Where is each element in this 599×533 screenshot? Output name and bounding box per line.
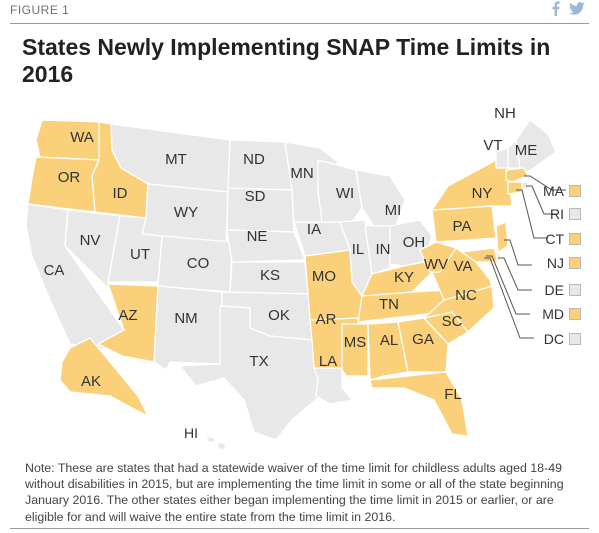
state-label-or: OR <box>58 169 81 186</box>
state-label-ca: CA <box>44 262 65 279</box>
legend-label: RI <box>550 206 564 222</box>
state-label-ok: OK <box>268 307 290 324</box>
state-label-id: ID <box>113 185 128 202</box>
state-label-ak: AK <box>81 373 101 390</box>
legend-label: CT <box>545 231 564 247</box>
leader-line-ct <box>516 189 548 239</box>
state-label-ne: NE <box>247 228 268 245</box>
state-fl <box>369 371 469 437</box>
legend-label: MA <box>543 183 564 199</box>
state-label-wa: WA <box>70 129 94 146</box>
legend-label: DC <box>543 331 564 347</box>
legend-label: DE <box>544 282 564 298</box>
state-label-sd: SD <box>245 188 266 205</box>
state-ct <box>507 181 523 195</box>
top-divider <box>10 23 589 24</box>
state-label-co: CO <box>187 255 210 272</box>
state-label-ms: MS <box>344 334 367 351</box>
state-al <box>367 321 409 381</box>
state-ga <box>397 317 449 373</box>
state-label-ga: GA <box>412 331 434 348</box>
leader-line-dc <box>484 257 534 339</box>
state-label-va: VA <box>454 258 473 275</box>
state-wv <box>419 241 457 273</box>
page-title: States Newly Implementing SNAP Time Limi… <box>22 34 551 87</box>
facebook-icon[interactable] <box>551 1 560 16</box>
state-label-nv: NV <box>80 232 101 249</box>
legend-label: MD <box>542 306 564 322</box>
state-label-fl: FL <box>444 386 462 403</box>
state-label-vt: VT <box>483 137 502 154</box>
state-label-sc: SC <box>442 313 463 330</box>
state-nm <box>153 285 223 371</box>
legend-swatch <box>569 185 581 197</box>
legend-swatch <box>569 208 581 220</box>
state-label-nh: NH <box>494 105 516 122</box>
legend-swatch <box>569 233 581 245</box>
state-label-il: IL <box>352 241 365 258</box>
state-label-nd: ND <box>243 151 265 168</box>
state-hi <box>205 435 227 451</box>
legend-item-dc: DC <box>544 331 581 347</box>
state-label-mo: MO <box>312 268 336 285</box>
legend-item-ct: CT <box>545 231 581 247</box>
share-icons <box>551 1 585 16</box>
state-label-hi: HI <box>184 425 198 441</box>
legend-label: NJ <box>546 255 564 271</box>
state-label-al: AL <box>380 332 398 349</box>
footnote: Note: These are states that had a statew… <box>25 461 564 524</box>
state-in <box>364 225 391 275</box>
state-ma <box>505 167 529 183</box>
state-label-me: ME <box>515 142 538 159</box>
state-label-tn: TN <box>379 296 399 313</box>
legend-item-de: DE <box>545 282 581 298</box>
state-label-wv: WV <box>424 256 448 273</box>
state-label-pa: PA <box>453 218 472 235</box>
state-label-la: LA <box>319 353 337 370</box>
leader-line-ma <box>524 175 566 191</box>
leader-line-nj <box>504 239 532 266</box>
state-label-ks: KS <box>260 267 280 284</box>
state-label-mn: MN <box>290 165 313 182</box>
state-label-mt: MT <box>165 151 187 168</box>
state-label-ky: KY <box>394 269 414 286</box>
leader-line-de <box>498 257 532 291</box>
legend-item-md: MD <box>542 306 581 322</box>
legend-item-ma: MA <box>543 183 581 199</box>
state-label-nc: NC <box>455 287 477 304</box>
state-ak <box>59 337 149 417</box>
state-nj <box>495 221 509 253</box>
state-label-az: AZ <box>118 307 137 324</box>
leader-line-md <box>486 255 530 315</box>
state-label-nm: NM <box>174 310 197 327</box>
state-ms <box>341 323 369 377</box>
legend-swatch <box>569 333 581 345</box>
state-label-in: IN <box>376 241 391 258</box>
us-map: WA OR ID MT WY CA NV UT CO AZ NM ND SD NE KS OK TX MN IA MO… <box>0 100 599 455</box>
state-label-wy: WY <box>174 204 198 221</box>
state-label-ia: IA <box>307 221 321 238</box>
state-label-wi: WI <box>336 185 354 202</box>
state-label-oh: OH <box>403 234 426 251</box>
legend-swatch <box>569 308 581 320</box>
state-label-ny: NY <box>472 185 493 202</box>
twitter-icon[interactable] <box>569 1 585 16</box>
state-label-mi: MI <box>385 202 402 219</box>
figure-label: FIGURE 1 <box>10 3 70 17</box>
state-label-ar: AR <box>316 311 337 328</box>
leader-line-ri <box>526 185 558 215</box>
legend-swatch <box>569 284 581 296</box>
state-tx <box>179 305 321 441</box>
state-nv <box>64 209 121 289</box>
state-label-ut: UT <box>130 246 150 263</box>
state-la <box>313 367 353 405</box>
legend-swatch <box>569 257 581 269</box>
legend-item-ri: RI <box>550 206 581 222</box>
bottom-divider <box>10 528 589 529</box>
legend-item-nj: NJ <box>547 255 581 271</box>
state-label-tx: TX <box>249 353 268 370</box>
